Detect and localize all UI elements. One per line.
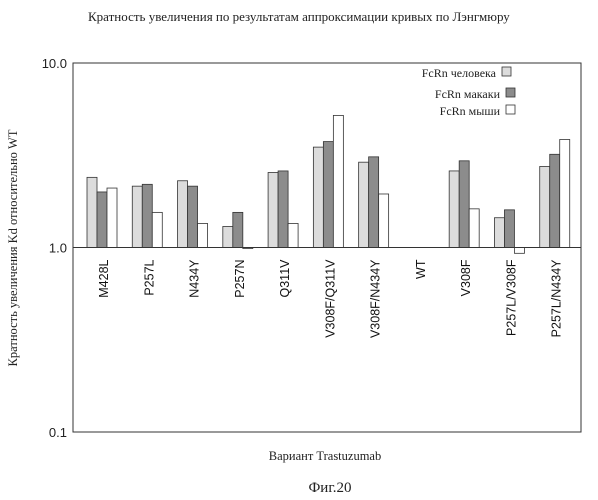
bars <box>87 115 570 253</box>
bar-q311v-series-0 <box>268 172 278 247</box>
category-label: M428L <box>97 259 111 297</box>
category-label: V308F/Q311V <box>323 259 337 338</box>
legend-label: FcRn макаки <box>435 87 501 101</box>
y-tick-label: 10.0 <box>42 56 67 71</box>
legend-label: FcRn человека <box>422 66 497 80</box>
category-label: P257N <box>233 260 247 298</box>
category-label: WT <box>414 259 428 279</box>
legend: FcRn человека FcRn макаки FcRn мыши <box>422 66 515 118</box>
bar-p257l-v308f-series-2 <box>514 248 524 254</box>
bar-v308f-q311v-series-1 <box>323 142 333 248</box>
bar-p257l-series-0 <box>132 186 142 247</box>
bar-p257l-series-2 <box>152 212 162 247</box>
bar-v308f-n434y-series-0 <box>359 162 369 247</box>
y-tick-label: 0.1 <box>49 425 67 440</box>
bar-p257l-n434y-series-2 <box>560 139 570 247</box>
bar-v308f-n434y-series-1 <box>369 157 379 248</box>
bar-n434y-series-1 <box>188 186 198 247</box>
bar-p257n-series-1 <box>233 212 243 247</box>
bar-p257l-series-1 <box>142 184 152 247</box>
legend-swatch <box>506 88 515 97</box>
x-axis-label: Вариант Trastuzumab <box>269 449 381 463</box>
bar-n434y-series-0 <box>178 181 188 248</box>
bar-v308f-series-0 <box>449 171 459 248</box>
category-label: P257L/N434Y <box>550 259 564 338</box>
category-label: P257L/V308F <box>504 259 518 336</box>
category-label: V308F/N434Y <box>369 259 383 338</box>
bar-p257l-n434y-series-0 <box>540 166 550 247</box>
category-label: P257L <box>142 259 156 295</box>
chart-title: Кратность увеличения по результатам аппр… <box>88 9 510 24</box>
bar-p257l-v308f-series-0 <box>494 218 504 248</box>
figure-caption: Фиг.20 <box>308 480 351 496</box>
y-axis-label: Кратность увеличения Kd относительно WT <box>6 129 20 366</box>
bar-m428l-series-1 <box>97 192 107 248</box>
legend-swatch <box>506 105 515 114</box>
bar-v308f-n434y-series-2 <box>379 194 389 248</box>
bar-v308f-series-1 <box>459 161 469 248</box>
bar-p257n-series-0 <box>223 226 233 247</box>
category-labels: M428L P257L N434Y P257N Q311V V308F/Q311V V308… <box>97 259 564 338</box>
bar-p257l-v308f-series-1 <box>504 210 514 248</box>
bar-q311v-series-2 <box>288 223 298 247</box>
y-tick-label: 1.0 <box>49 241 67 256</box>
bar-v308f-q311v-series-2 <box>333 115 343 247</box>
bar-m428l-series-2 <box>107 188 117 247</box>
bar-m428l-series-0 <box>87 177 97 247</box>
bar-q311v-series-1 <box>278 171 288 248</box>
category-label: N434Y <box>188 259 202 298</box>
bar-v308f-series-2 <box>469 209 479 248</box>
bar-v308f-q311v-series-0 <box>313 147 323 247</box>
legend-swatch <box>502 67 511 76</box>
category-label: Q311V <box>278 259 292 298</box>
bar-n434y-series-2 <box>198 223 208 247</box>
category-label: V308F <box>459 259 473 296</box>
legend-label: FcRn мыши <box>440 104 501 118</box>
bar-p257l-n434y-series-1 <box>550 154 560 247</box>
